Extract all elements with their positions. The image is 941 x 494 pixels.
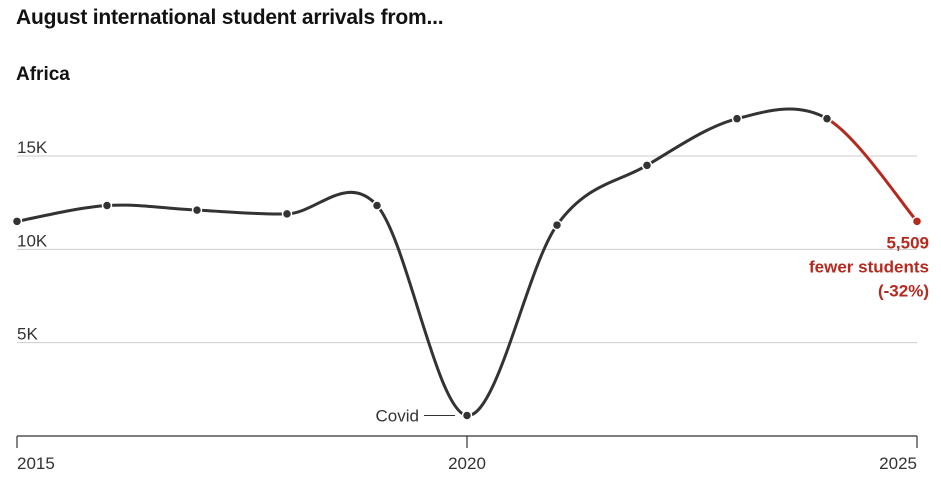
gridlines <box>17 155 917 344</box>
data-points <box>11 113 923 421</box>
annotation-covid: Covid <box>376 406 419 425</box>
data-point-2020 <box>461 410 473 421</box>
data-point-2019 <box>371 200 383 211</box>
chart-subtitle: Africa <box>16 64 70 85</box>
data-point-2018 <box>281 208 293 220</box>
data-point-2024 <box>821 113 833 124</box>
series-lines <box>15 107 919 417</box>
data-point-2021 <box>551 219 563 231</box>
y-axis-ticks: 5K 10K 15K <box>17 138 48 344</box>
y-tick-label-5K: 5K <box>17 325 38 344</box>
series-line-latest-segment <box>825 117 919 223</box>
series-line <box>15 107 829 417</box>
change-label-line-1: 5,509 <box>886 233 929 252</box>
annotations: Covid 5,509 fewer students (-32%) <box>376 233 929 425</box>
data-point-2023 <box>731 113 743 124</box>
data-point-2015 <box>11 216 23 227</box>
data-point-2016 <box>101 200 113 211</box>
data-point-2025 <box>911 216 923 227</box>
change-label-line-3: (-32%) <box>878 281 929 300</box>
data-point-2017 <box>191 204 203 216</box>
y-tick-label-10K: 10K <box>17 231 48 250</box>
chart-title: August international student arrivals fr… <box>16 6 444 29</box>
data-point-2022 <box>641 160 653 171</box>
y-tick-label-15K: 15K <box>17 138 48 157</box>
x-axis: 2015 2020 2025 <box>16 435 918 473</box>
x-tick-label-2015: 2015 <box>17 454 55 473</box>
x-tick-label-2020: 2020 <box>448 454 486 473</box>
x-tick-label-2025: 2025 <box>879 454 917 473</box>
change-label-line-2: fewer students <box>809 257 929 276</box>
